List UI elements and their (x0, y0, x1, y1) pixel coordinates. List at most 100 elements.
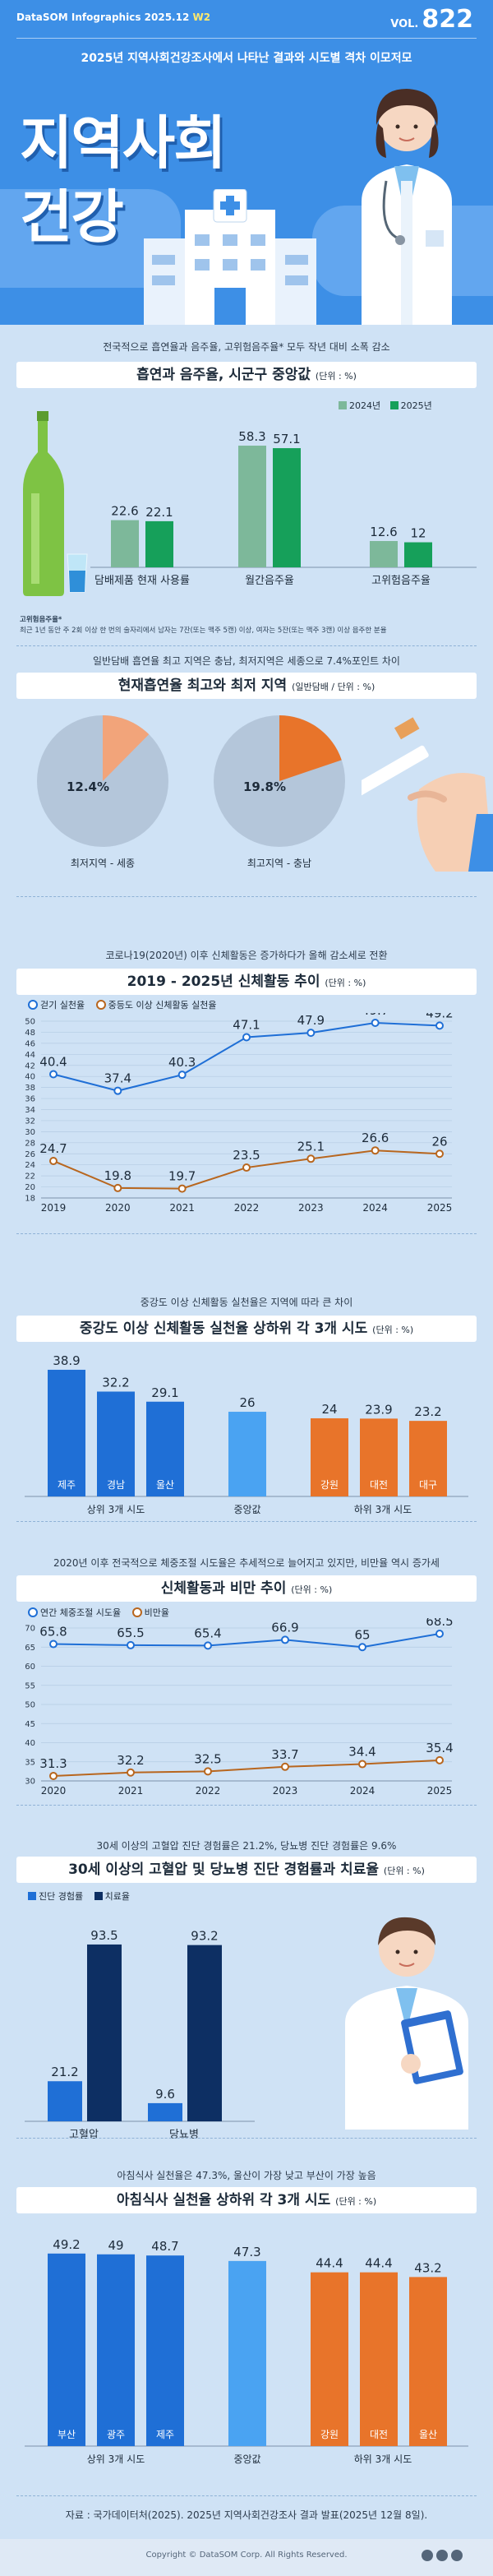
bar-value-label: 44.4 (316, 2256, 343, 2271)
point-value-label: 65 (354, 1627, 370, 1642)
y-tick-label: 50 (25, 1701, 35, 1710)
x-tick-label: 2023 (298, 1202, 324, 1214)
legend-swatch-diagnosis (28, 1892, 36, 1900)
region-bar (97, 2254, 135, 2446)
y-tick-label: 40 (25, 1073, 35, 1082)
category-label: 월간음주율 (245, 575, 294, 587)
legend-swatch-2025 (389, 401, 399, 409)
cc-icon (422, 2550, 433, 2561)
bar-value-label: 58.3 (238, 429, 265, 444)
bar-value-label: 23.2 (414, 1404, 441, 1419)
brand-name: Infographics (71, 12, 141, 23)
bar-value-label: 93.5 (90, 1928, 117, 1943)
series-point (177, 1184, 187, 1193)
bar-region-label: 경남 (107, 1479, 125, 1491)
chart-weight-obesity-trend: 30 35 40 45 50 55 60 65 70 2020 2021 2022 2023 2024 20… (25, 1618, 453, 1797)
x-tick-label: 2025 (427, 1202, 453, 1214)
point-value-label: 32.5 (194, 1751, 221, 1766)
point-value-label: 26 (431, 1134, 447, 1149)
bar-region-label: 대구 (419, 1479, 437, 1491)
section-4-unit: (단위 : %) (372, 1325, 414, 1335)
legend-dot-walking (28, 1000, 38, 1010)
region-bar (97, 1391, 135, 1496)
diagnosis-bar (148, 2102, 182, 2121)
series-point (358, 1643, 366, 1652)
section-6-title: 30세 이상의 고혈압 및 당뇨병 진단 경험률과 치료율 (단위 : %) (16, 1857, 477, 1883)
section-3-lead: 코로나19(2020년) 이후 신체활동은 증가하다가 올해 감소세로 전환 (105, 950, 388, 961)
bar-value-label: 49.2 (53, 2237, 80, 2252)
bar-value-label: 12 (410, 526, 426, 541)
bar-value-label: 22.6 (111, 504, 138, 519)
chart-6-legend: 진단 경험률 치료율 (28, 1889, 130, 1903)
group-label-top3: 상위 3개 시도 (86, 2453, 145, 2465)
legend-label-diagnosis: 진단 경험률 (39, 1891, 84, 1902)
bar-2024 (370, 541, 398, 567)
divider (16, 896, 477, 897)
x-tick-label: 2020 (41, 1785, 67, 1797)
divider (16, 2138, 477, 2139)
bar-2024 (111, 520, 139, 567)
section-5-title-text: 신체활동과 비만 추이 (160, 1580, 287, 1597)
brand-week: W2 (192, 12, 211, 23)
divider (16, 645, 477, 646)
series-point (306, 1154, 316, 1163)
section-4-title: 중강도 이상 신체활동 실천율 상하위 각 3개 시도 (단위 : %) (16, 1316, 477, 1342)
treatment-bar (187, 1945, 222, 2121)
series-point (358, 1760, 366, 1769)
x-tick-label: 2024 (362, 1202, 388, 1214)
y-tick-label: 46 (25, 1039, 35, 1048)
section-4-lead: 중강도 이상 신체활동 실천율은 지역에 따라 큰 차이 (140, 1297, 353, 1308)
point-value-label: 31.3 (39, 1756, 67, 1771)
bar-value-label: 29.1 (151, 1385, 178, 1400)
legend-dot-moderate (95, 1000, 106, 1010)
group-label-bottom3: 하위 3개 시도 (353, 1504, 412, 1515)
series-point (435, 1755, 444, 1764)
series-point (127, 1640, 135, 1649)
point-value-label: 40.3 (168, 1055, 196, 1070)
point-value-label: 65.5 (117, 1626, 144, 1640)
series-point (435, 1021, 444, 1030)
legend-label-weight: 연간 체중조절 시도율 (40, 1607, 122, 1618)
y-tick-label: 30 (25, 1128, 35, 1137)
bar-value-label: 57.1 (273, 432, 300, 446)
bar-value-label: 38.9 (53, 1353, 80, 1368)
region-bar (228, 1412, 266, 1496)
vol-prefix: VOL. (390, 18, 419, 30)
bar-value-label: 49 (108, 2238, 123, 2253)
bar-2025 (404, 542, 432, 567)
series-point (113, 1183, 122, 1192)
section-7-lead: 아침식사 실천율은 47.3%, 울산이 가장 낮고 부산이 가장 높음 (117, 2170, 376, 2181)
divider (16, 1805, 477, 1806)
bar-value-label: 93.2 (191, 1929, 218, 1944)
legend-label-2024: 2024년 (349, 400, 381, 411)
legend-swatch-2024 (339, 401, 347, 409)
x-tick-label: 2021 (169, 1202, 195, 1214)
region-bar (360, 1418, 398, 1496)
chart-smoking-regions: 12.4% 최저지역 - 세종 19.8% 최고지역 - 충남 (37, 715, 345, 869)
x-tick-label: 2019 (41, 1202, 67, 1214)
point-value-label: 34.4 (348, 1745, 376, 1760)
header-subtitle: 2025년 지역사회건강조사에서 나타난 결과와 시도별 격차 이모저모 (81, 52, 412, 65)
region-bar (311, 1417, 348, 1496)
header-banner: DataSOM Infographics 2025.12 W2 VOL. 822 … (0, 0, 493, 325)
bar-value-label: 12.6 (370, 525, 397, 539)
legend-label-2025: 2025년 (400, 400, 432, 411)
bar-region-label: 대전 (370, 1479, 388, 1491)
series-point (113, 1086, 122, 1095)
region-bar (409, 1421, 447, 1496)
series-point (204, 1767, 212, 1776)
doctor-illustration (362, 89, 452, 325)
y-tick-label: 22 (25, 1172, 35, 1182)
x-tick-label: 2024 (350, 1785, 376, 1797)
glass-illustration (67, 553, 88, 593)
bar-region-label: 강원 (320, 2429, 339, 2440)
chart-hypertension-diabetes: 21.2 93.5 9.6 93.2 고혈압 당뇨병 (25, 1928, 255, 2141)
y-tick-label: 20 (25, 1183, 35, 1192)
section-7-unit: (단위 : %) (335, 2196, 377, 2207)
y-tick-label: 42 (25, 1061, 35, 1071)
x-tick-label: 2023 (273, 1785, 298, 1797)
bar-2024 (238, 446, 266, 567)
chart-1-legend: 2024년 2025년 (339, 399, 432, 412)
diagnosis-bar (48, 2081, 82, 2121)
pie-region-label: 최저지역 - 세종 (71, 858, 135, 869)
